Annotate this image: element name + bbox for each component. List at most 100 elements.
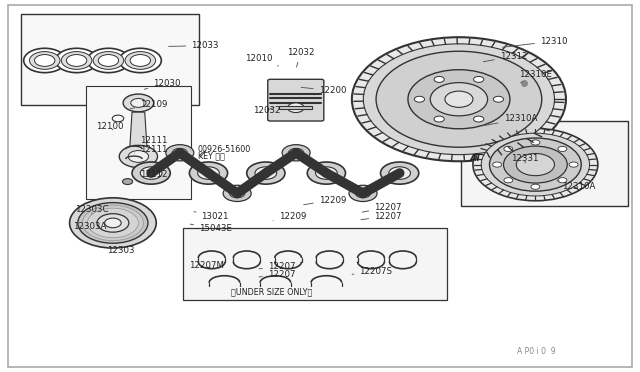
Text: 12030: 12030	[144, 79, 180, 89]
Circle shape	[29, 52, 60, 69]
Bar	[461, 121, 628, 206]
Circle shape	[189, 162, 228, 184]
Circle shape	[493, 96, 504, 102]
Text: 12207: 12207	[259, 262, 295, 271]
Circle shape	[289, 148, 304, 157]
Text: 12207: 12207	[361, 212, 402, 221]
Text: 12200: 12200	[301, 86, 346, 95]
FancyBboxPatch shape	[268, 79, 324, 121]
Polygon shape	[129, 112, 147, 153]
Circle shape	[99, 55, 118, 66]
Circle shape	[558, 146, 567, 151]
Circle shape	[282, 145, 310, 161]
Circle shape	[307, 162, 346, 184]
Text: 〈UNDER SIZE ONLY〉: 〈UNDER SIZE ONLY〉	[231, 288, 312, 297]
Circle shape	[88, 48, 129, 73]
Circle shape	[474, 77, 484, 82]
Circle shape	[172, 148, 188, 157]
Text: 12033: 12033	[168, 41, 219, 50]
Circle shape	[493, 162, 502, 167]
Circle shape	[130, 55, 150, 66]
Circle shape	[97, 214, 129, 232]
Text: A P0 i 0  9: A P0 i 0 9	[517, 347, 556, 356]
Text: 12310A: 12310A	[557, 180, 595, 191]
Circle shape	[119, 145, 157, 167]
Circle shape	[569, 162, 578, 167]
Text: 12111: 12111	[135, 137, 168, 145]
Circle shape	[104, 218, 121, 228]
Circle shape	[119, 48, 161, 73]
Circle shape	[445, 91, 473, 108]
Text: 12010: 12010	[245, 54, 278, 66]
Circle shape	[381, 162, 419, 184]
Bar	[86, 86, 191, 199]
Text: 13021: 13021	[194, 212, 229, 221]
Circle shape	[389, 167, 410, 179]
Circle shape	[198, 167, 220, 179]
Circle shape	[490, 138, 581, 191]
Text: 12207M: 12207M	[189, 261, 225, 270]
Circle shape	[414, 96, 424, 102]
Circle shape	[481, 133, 589, 196]
Circle shape	[246, 162, 285, 184]
Text: KEY キー: KEY キー	[198, 151, 225, 160]
Circle shape	[61, 52, 92, 69]
Text: 12312: 12312	[483, 52, 527, 62]
Circle shape	[128, 151, 148, 162]
Circle shape	[131, 99, 146, 108]
Circle shape	[223, 185, 251, 202]
Text: AT: AT	[470, 154, 482, 163]
Circle shape	[35, 55, 55, 66]
Text: 12111: 12111	[135, 145, 168, 154]
Circle shape	[132, 162, 170, 184]
Circle shape	[434, 116, 444, 122]
Circle shape	[83, 205, 143, 241]
Text: 12109: 12109	[131, 100, 168, 109]
Circle shape	[504, 178, 513, 183]
Circle shape	[123, 94, 154, 112]
Circle shape	[434, 77, 444, 82]
Circle shape	[255, 167, 276, 179]
Text: 12209: 12209	[273, 212, 306, 221]
Circle shape	[67, 55, 87, 66]
Text: 12209: 12209	[303, 196, 346, 205]
Circle shape	[352, 37, 566, 161]
Circle shape	[504, 146, 567, 183]
Text: 12207S: 12207S	[352, 267, 392, 276]
Text: 00926-51600: 00926-51600	[198, 145, 251, 154]
Circle shape	[504, 146, 513, 151]
Text: 12310E: 12310E	[519, 70, 552, 83]
Circle shape	[88, 208, 138, 238]
Text: 12303A: 12303A	[73, 222, 106, 231]
Circle shape	[376, 51, 541, 147]
Circle shape	[230, 189, 245, 198]
Circle shape	[140, 167, 162, 179]
Circle shape	[430, 83, 488, 116]
Circle shape	[474, 116, 484, 122]
Text: 12310: 12310	[502, 37, 567, 47]
Text: 12207: 12207	[259, 270, 295, 279]
Text: 12100: 12100	[96, 122, 123, 131]
Text: 12032: 12032	[287, 48, 314, 67]
Circle shape	[364, 44, 554, 155]
Bar	[183, 228, 447, 301]
Circle shape	[287, 103, 304, 112]
Text: 12112: 12112	[135, 170, 168, 179]
Circle shape	[166, 145, 194, 161]
Circle shape	[70, 198, 156, 248]
Text: 12303: 12303	[106, 243, 134, 255]
Circle shape	[122, 179, 132, 185]
Circle shape	[349, 185, 377, 202]
Text: 12207: 12207	[362, 203, 402, 212]
Text: 15043E: 15043E	[190, 224, 232, 233]
Circle shape	[125, 52, 156, 69]
Circle shape	[531, 140, 540, 145]
Text: 12303C: 12303C	[75, 205, 108, 215]
Circle shape	[473, 128, 598, 201]
Circle shape	[24, 48, 66, 73]
Circle shape	[558, 178, 567, 183]
Circle shape	[531, 184, 540, 189]
Text: 12331: 12331	[511, 154, 539, 163]
Circle shape	[93, 52, 124, 69]
Circle shape	[355, 189, 371, 198]
